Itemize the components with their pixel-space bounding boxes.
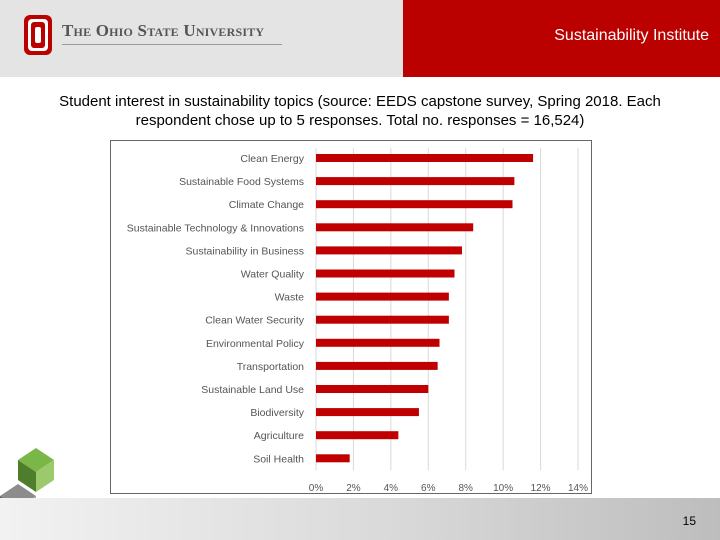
- category-label: Waste: [275, 292, 305, 304]
- bar: [316, 338, 440, 347]
- bar: [316, 246, 462, 255]
- x-tick-label: 2%: [346, 483, 361, 493]
- institute-name: Sustainability Institute: [554, 27, 709, 44]
- x-tick-label: 8%: [458, 483, 473, 493]
- x-tick-label: 4%: [384, 483, 399, 493]
- category-label: Sustainable Technology & Innovations: [127, 222, 304, 234]
- category-label: Transportation: [237, 361, 304, 373]
- bar: [316, 223, 474, 232]
- category-label: Sustainability in Business: [186, 245, 304, 257]
- category-label: Climate Change: [229, 199, 304, 211]
- header-red-band: [403, 0, 720, 77]
- category-label: Clean Water Security: [205, 315, 305, 327]
- x-tick-label: 6%: [421, 483, 436, 493]
- bar: [316, 431, 399, 440]
- bar: [316, 177, 515, 186]
- category-label: Clean Energy: [240, 153, 304, 165]
- page-number: 15: [682, 514, 696, 528]
- x-tick-label: 14%: [568, 483, 588, 493]
- category-label: Biodiversity: [250, 407, 304, 419]
- bar-chart: 0% 2% 4% 6% 8% 10% 12% 14% Clean Energy Sustainab…: [127, 148, 588, 493]
- chart-caption: Student interest in sustainability topic…: [59, 93, 661, 129]
- bar: [316, 154, 534, 162]
- bar: [316, 292, 449, 301]
- bar: [316, 361, 438, 370]
- bar: [316, 385, 429, 393]
- x-tick-label: 12%: [531, 483, 551, 493]
- wordmark-rule: [62, 44, 282, 45]
- category-label: Water Quality: [241, 269, 305, 281]
- category-label: Environmental Policy: [206, 338, 305, 350]
- category-label: Sustainable Land Use: [201, 384, 304, 396]
- bar: [316, 408, 419, 417]
- category-label: Soil Health: [253, 453, 304, 465]
- bar: [316, 315, 449, 324]
- category-label: Agriculture: [254, 430, 304, 442]
- bar: [316, 269, 455, 278]
- ohio-state-block-o-logo: [24, 15, 52, 55]
- bar: [316, 454, 350, 463]
- x-tick-label: 10%: [493, 483, 513, 493]
- category-label: Sustainable Food Systems: [179, 176, 304, 188]
- chart-frame: 0% 2% 4% 6% 8% 10% 12% 14% Clean Energy Sustainab…: [110, 140, 592, 494]
- bar: [316, 200, 513, 209]
- footer-bar: [0, 498, 720, 540]
- x-tick-label: 0%: [309, 483, 324, 493]
- university-wordmark: The Ohio State University: [62, 21, 265, 40]
